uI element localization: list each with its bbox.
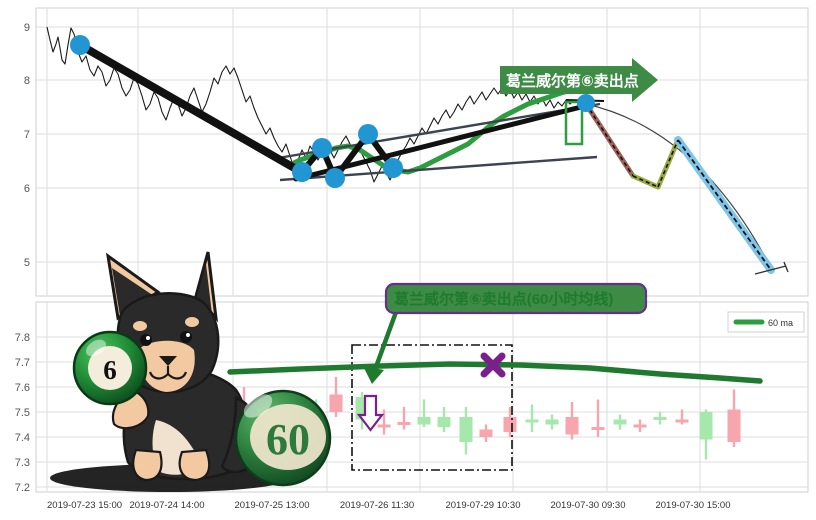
xtick-5: 2019-07-30 09:30 bbox=[550, 500, 625, 511]
candle-body bbox=[613, 419, 627, 425]
ball-6-highlight bbox=[85, 339, 107, 357]
upper-y-axis: 9 8 7 6 5 bbox=[24, 22, 30, 269]
pivot-dot-3 bbox=[312, 138, 332, 158]
upper-plot-area bbox=[35, 7, 809, 297]
xtick-2: 2019-07-25 13:00 bbox=[234, 500, 309, 511]
candle-body bbox=[525, 419, 539, 423]
upper-sell-banner[interactable]: 葛兰威尔第⑥卖出点 bbox=[500, 58, 658, 102]
dog-eye-right bbox=[180, 331, 192, 343]
lower-ytick-78: 7.8 bbox=[15, 332, 30, 344]
ball-6-number-disc bbox=[88, 346, 132, 390]
sell-cross-marker bbox=[480, 352, 506, 378]
candle-body bbox=[459, 417, 473, 442]
lower-panel-content bbox=[227, 309, 763, 471]
ball-6-label: 6 bbox=[103, 355, 117, 385]
dog-brow-left bbox=[133, 321, 147, 331]
dog-leg-left bbox=[132, 448, 163, 482]
lower-ytick-76: 7.6 bbox=[15, 382, 30, 394]
lower-sell-callout[interactable]: 葛兰威尔第⑥卖出点(60小时均线) bbox=[384, 282, 648, 315]
upper-ytick-7: 7 bbox=[24, 129, 30, 141]
banner-arrow-shape bbox=[500, 58, 658, 102]
upper-ytick-9: 9 bbox=[24, 22, 30, 34]
legend-box bbox=[727, 311, 805, 333]
lower-y-axis: 7.8 7.7 7.6 7.5 7.4 7.3 7.2 bbox=[15, 332, 30, 494]
projection-dash-core-b bbox=[632, 175, 659, 188]
pivot-markers bbox=[70, 35, 595, 188]
candle-body bbox=[591, 427, 605, 430]
xtick-1: 2019-07-24 14:00 bbox=[129, 500, 204, 511]
projection-end-tick-2 bbox=[783, 261, 789, 273]
pivot-dot-1 bbox=[70, 35, 90, 55]
candle-body bbox=[633, 424, 647, 428]
xtick-6: 2019-07-30 15:00 bbox=[655, 500, 730, 511]
candle-body bbox=[545, 419, 559, 425]
legend[interactable]: 60 ma bbox=[727, 311, 805, 333]
ma60-line bbox=[227, 361, 763, 384]
xtick-4: 2019-07-29 10:30 bbox=[445, 500, 520, 511]
lower-ytick-77: 7.7 bbox=[15, 357, 30, 369]
pivot-dot-4 bbox=[325, 168, 345, 188]
ball-60-highlight bbox=[243, 394, 273, 418]
dog-mouth bbox=[148, 366, 188, 380]
dog-leg-right bbox=[178, 448, 211, 482]
projection-dash-core-a bbox=[585, 103, 634, 177]
upper-ytick-5: 5 bbox=[24, 257, 30, 269]
pivot-dot-6 bbox=[383, 158, 403, 178]
callout-label: 葛兰威尔第⑥卖出点(60小时均线) bbox=[393, 290, 613, 308]
sell-point-box bbox=[564, 100, 584, 146]
banner-label: 葛兰威尔第⑥卖出点 bbox=[505, 72, 639, 90]
dog-eye-left bbox=[140, 334, 152, 346]
candle-body bbox=[377, 424, 391, 428]
candlestick-series bbox=[237, 377, 741, 460]
upper-ytick-6: 6 bbox=[24, 183, 30, 195]
dog-ear-left-inner bbox=[112, 268, 154, 316]
callout-box-shape bbox=[384, 282, 648, 315]
projection-dash-core-c bbox=[657, 139, 679, 188]
candle-body bbox=[699, 412, 713, 440]
candle-body bbox=[479, 429, 493, 437]
candle-body bbox=[653, 417, 667, 420]
lower-ytick-73: 7.3 bbox=[15, 457, 30, 469]
projection-dash-core-d bbox=[677, 139, 772, 271]
xtick-0: 2019-07-23 15:00 bbox=[47, 500, 122, 511]
lower-ytick-72: 7.2 bbox=[15, 482, 30, 494]
dog-brow-right bbox=[185, 317, 199, 327]
candle-body bbox=[565, 417, 579, 435]
dog-eye-right-glint bbox=[186, 333, 190, 337]
pivot-dot-7 bbox=[577, 94, 595, 112]
candle-body bbox=[675, 419, 689, 423]
main-downtrend-line bbox=[76, 41, 307, 177]
ball-60-label: 60 bbox=[266, 415, 310, 464]
candle-body bbox=[397, 422, 411, 425]
ball-60-number-disc bbox=[250, 404, 326, 470]
upper-ytick-8: 8 bbox=[24, 75, 30, 87]
signal-highlight-box bbox=[351, 344, 513, 471]
candle-body bbox=[503, 417, 517, 432]
lower-ytick-74: 7.4 bbox=[15, 432, 30, 444]
candle-body bbox=[727, 409, 741, 442]
signal-down-arrow-icon bbox=[356, 394, 385, 432]
lower-ytick-75: 7.5 bbox=[15, 407, 30, 419]
pivot-dot-2 bbox=[292, 162, 312, 182]
candle-body bbox=[329, 394, 343, 412]
dog-eye-left-glint bbox=[146, 336, 150, 340]
candle-body bbox=[417, 417, 431, 425]
dog-nose bbox=[159, 356, 177, 366]
projection-end-tick bbox=[754, 265, 787, 275]
upper-panel-content bbox=[46, 26, 789, 275]
pivot-dot-5 bbox=[358, 124, 378, 144]
x-axis: 2019-07-23 15:00 2019-07-24 14:00 2019-0… bbox=[47, 500, 731, 511]
callout-pointer-arrow bbox=[363, 309, 399, 384]
upper-grid bbox=[36, 8, 808, 296]
dog-mascot-illustration: 6 60 bbox=[50, 251, 332, 492]
legend-label-60ma: 60 ma bbox=[768, 318, 793, 328]
candle-body bbox=[437, 417, 451, 427]
xtick-3: 2019-07-26 11:30 bbox=[340, 500, 414, 511]
